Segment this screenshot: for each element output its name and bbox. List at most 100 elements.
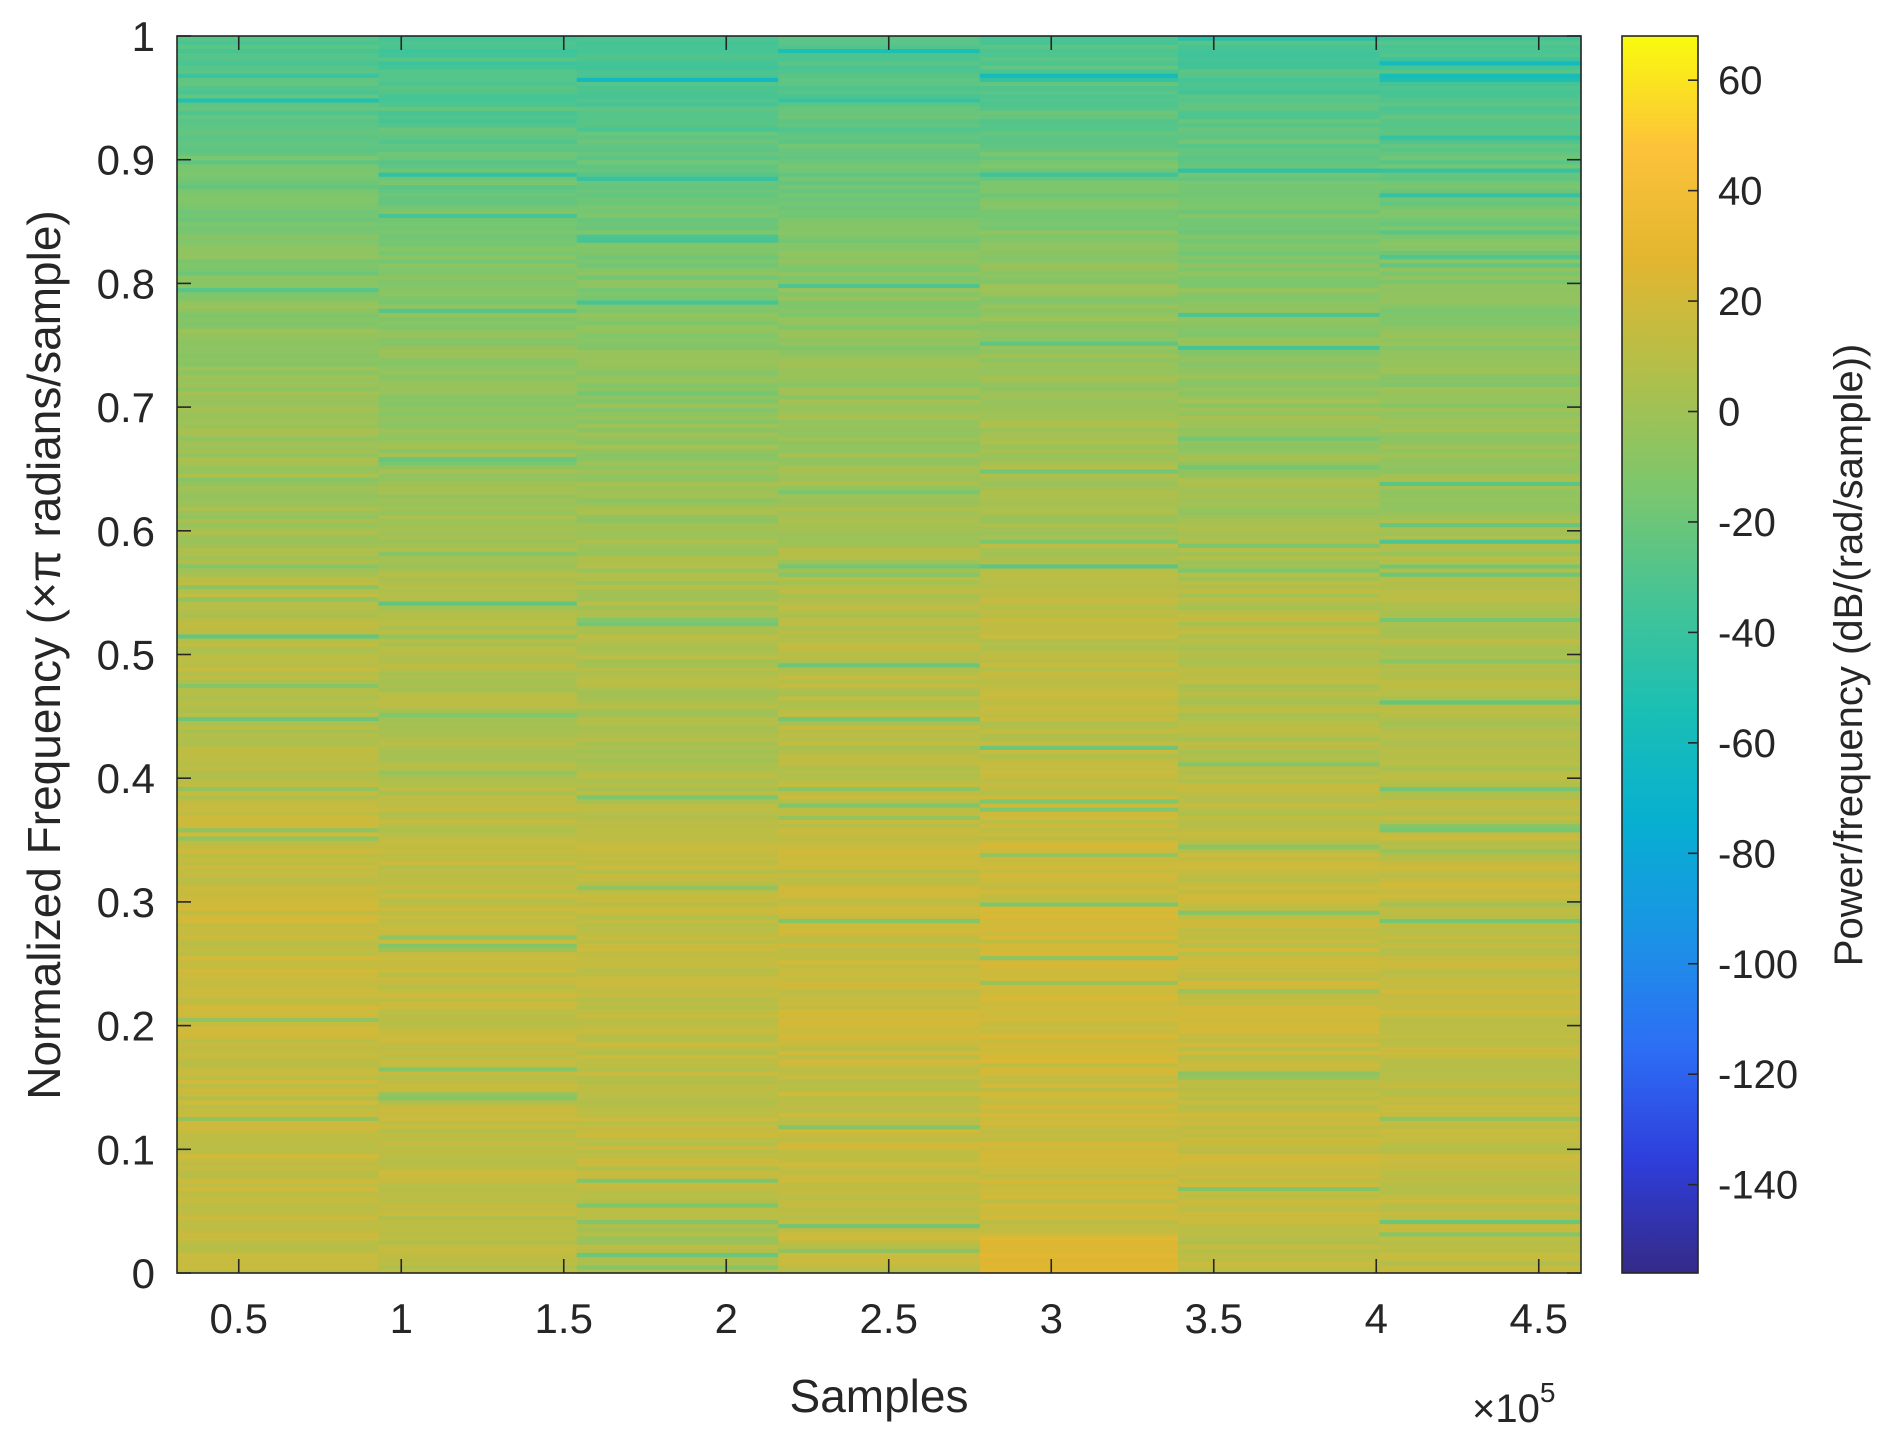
heatmap-cell [1379,353,1582,359]
heatmap-cell [979,934,1179,940]
heatmap-cell [1178,299,1381,305]
heatmap-cell [576,897,779,903]
heatmap-cell [979,246,1179,252]
heatmap-cell [177,811,380,816]
heatmap-cell [1178,1248,1381,1253]
heatmap-cell [1379,110,1582,115]
heatmap-cell [1178,341,1381,346]
heatmap-cell [378,559,578,565]
heatmap-cell [1178,749,1381,755]
heatmap-cell [1379,786,1582,792]
heatmap-cell [1379,1141,1582,1146]
heatmap-cell [378,316,578,322]
heatmap-cell [1379,596,1582,602]
heatmap-cell [378,295,578,301]
heatmap-cell [1379,831,1582,837]
heatmap-cell [979,468,1179,474]
heatmap-cell [778,1248,981,1253]
heatmap-cell [979,629,1179,635]
heatmap-cell [979,184,1179,190]
heatmap-cell [576,431,779,437]
heatmap-cell [177,1161,380,1167]
heatmap-cell [378,477,578,482]
heatmap-cell [378,736,578,742]
heatmap-cell [1379,205,1582,210]
heatmap-cell [576,365,779,371]
heatmap-cell [1379,910,1582,915]
heatmap-cell [576,101,779,107]
heatmap-cell [1379,893,1582,899]
heatmap-cell [1178,332,1381,338]
heatmap-cell [378,922,578,928]
heatmap-cell [576,543,779,548]
heatmap-cell [177,889,380,895]
heatmap-cell [979,200,1179,206]
heatmap-cell [177,992,380,998]
heatmap-cell [1379,464,1582,470]
heatmap-cell [576,1149,779,1155]
heatmap-cell [1379,802,1582,808]
heatmap-cell [979,114,1179,120]
heatmap-cell [1178,712,1381,717]
heatmap-cell [378,44,578,49]
heatmap-cell [778,683,981,689]
heatmap-cell [576,757,779,763]
heatmap-cell [778,477,981,482]
heatmap-cell [576,386,779,392]
heatmap-cell [979,151,1179,157]
heatmap-cell [177,539,380,544]
heatmap-cell [979,930,1179,936]
heatmap-cell [778,769,981,775]
heatmap-cell [378,407,578,412]
heatmap-cell [778,312,981,317]
heatmap-cell [1178,1211,1381,1216]
heatmap-cell [378,1042,578,1047]
heatmap-cell [778,337,981,342]
heatmap-cell [1178,1046,1381,1051]
heatmap-cell [1379,864,1582,870]
heatmap-cell [979,1149,1179,1155]
heatmap-cell [576,291,779,297]
heatmap-cell [378,856,578,862]
heatmap-cell [177,1215,380,1220]
heatmap-cell [979,394,1179,400]
heatmap-cell [378,873,578,878]
heatmap-cell [1178,56,1381,62]
heatmap-cell [1178,1017,1381,1023]
heatmap-cell [177,101,380,107]
heatmap-cell [778,988,981,994]
heatmap-cell [979,221,1179,227]
heatmap-cell [576,468,779,474]
heatmap-cell [576,687,779,693]
heatmap-cell [778,526,981,532]
heatmap-cell [1178,889,1381,895]
heatmap-cell [576,1202,779,1208]
heatmap-cell [778,930,981,936]
heatmap-cell [576,835,779,841]
heatmap-cell [1178,1174,1381,1179]
heatmap-cell [1178,893,1381,899]
heatmap-cell [778,609,981,614]
heatmap-cell [778,36,981,41]
heatmap-cell [378,1211,578,1216]
heatmap-cell [378,939,578,944]
heatmap-cell [378,530,578,536]
heatmap-cell [1379,308,1582,313]
heatmap-cell [778,555,981,561]
heatmap-cell [177,73,380,78]
heatmap-cell [979,205,1179,210]
heatmap-cell [378,312,578,317]
heatmap-cell [177,790,380,796]
heatmap-cell [177,951,380,957]
heatmap-cell [778,1194,981,1200]
heatmap-cell [177,192,380,198]
heatmap-cell [778,106,981,111]
heatmap-cell [778,1219,981,1225]
heatmap-cell [576,1248,779,1253]
heatmap-cell [778,584,981,590]
heatmap-cell [979,1153,1179,1159]
heatmap-cell [576,600,779,606]
heatmap-cell [1379,200,1582,206]
heatmap-cell [576,444,779,449]
heatmap-cell [1178,955,1381,961]
